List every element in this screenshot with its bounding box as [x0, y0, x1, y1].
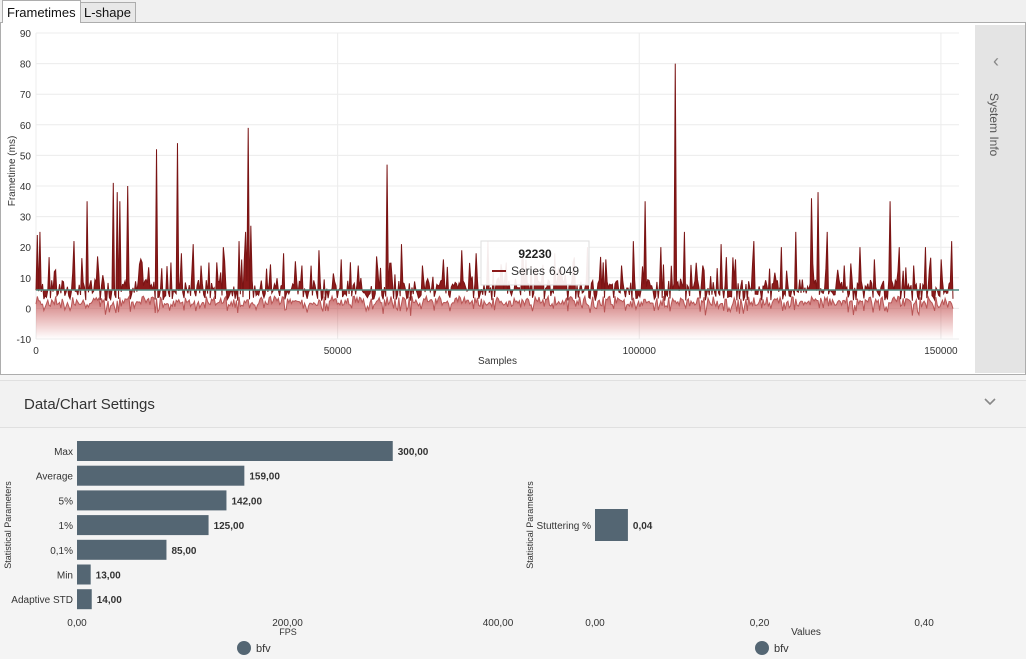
stutter-stats-bar[interactable]: [595, 509, 628, 541]
fps-stats-bar[interactable]: [77, 441, 393, 461]
fps-stats-bar[interactable]: [77, 564, 91, 585]
y-tick-label: 30: [20, 213, 32, 224]
fps-stats-category-label: 5%: [59, 496, 74, 507]
chevron-left-icon[interactable]: ‹: [993, 51, 999, 71]
y-tick-label: 70: [20, 90, 32, 101]
y-tick-label: 0: [25, 304, 31, 315]
fps-stats-category-label: Adaptive STD: [11, 595, 73, 606]
chevron-down-icon[interactable]: [983, 395, 997, 409]
y-tick-label: 90: [20, 29, 32, 40]
stutter-stats-value-label: 0,04: [633, 521, 653, 532]
stutter-stats-legend-marker[interactable]: [755, 641, 769, 655]
tab-frametimes[interactable]: Frametimes: [2, 0, 81, 23]
fps-stats-value-label: 14,00: [97, 595, 122, 606]
values-axis-label: Values: [791, 627, 821, 638]
fps-stats-bar[interactable]: [77, 465, 245, 486]
stutter-stats-category-label: Stuttering %: [537, 521, 592, 532]
tab-bar: Frametimes L-shape: [0, 0, 1026, 23]
tooltip-x-value: 92230: [518, 247, 552, 261]
fps-stats-category-label: 0,1%: [50, 546, 73, 557]
fps-stats-x-tick-label: 0,00: [67, 618, 87, 629]
settings-title: Data/Chart Settings: [24, 396, 155, 413]
statistics-area: Max 300,00 Average 159,00 5% 142,00 1% 125,00 0,…: [0, 430, 1026, 659]
x-tick-label: 50000: [324, 346, 352, 357]
frametime-low-band: [35, 294, 954, 317]
fps-stats-category-label: Max: [54, 447, 73, 458]
fps-stats-category-label: Min: [57, 571, 73, 582]
stutter-stats-x-tick-label: 0,20: [750, 618, 770, 629]
frametime-chart-panel: -10 0 10 20 30 40 50 60 70 80 90 0 50000 100000 150000…: [0, 22, 1026, 375]
x-axis-label: Samples: [478, 356, 517, 367]
y-tick-label: 10: [20, 274, 32, 285]
chart-tooltip: 92230 Series 6.049: [480, 240, 590, 286]
fps-stats-y-axis-label: Statistical Parameters: [3, 481, 13, 569]
fps-stats-value-label: 13,00: [96, 571, 121, 582]
fps-axis-label: FPS: [279, 627, 297, 637]
frametime-fill-area: [36, 290, 953, 339]
fps-stats-category-label: Average: [36, 472, 74, 483]
frametime-series-area: [36, 63, 953, 301]
x-tick-label: 150000: [924, 346, 958, 357]
y-tick-label: -10: [17, 335, 32, 346]
x-tick-label: 100000: [623, 346, 657, 357]
tooltip-series-value: 6.049: [549, 264, 579, 278]
fps-stats-bar[interactable]: [77, 515, 209, 536]
y-axis-label: Frametime (ms): [7, 136, 18, 207]
stutter-stats-x-tick-label: 0,40: [914, 618, 934, 629]
statistics-charts: Max 300,00 Average 159,00 5% 142,00 1% 125,00 0,…: [3, 441, 934, 655]
fps-stats-value-label: 85,00: [171, 546, 196, 557]
fps-stats-x-tick-label: 400,00: [483, 618, 514, 629]
fps-stats-value-label: 159,00: [249, 472, 280, 483]
fps-stats-category-label: 1%: [59, 521, 74, 532]
stutter-stats-y-axis-label: Statistical Parameters: [525, 481, 535, 569]
fps-stats-x-tick-label: 200,00: [272, 618, 303, 629]
fps-stats-legend-label[interactable]: bfv: [256, 643, 271, 655]
system-info-label: System Info: [987, 93, 1001, 157]
stutter-stats-x-tick-label: 0,00: [585, 618, 605, 629]
stutter-stats-legend-label[interactable]: bfv: [774, 643, 789, 655]
tab-l-shape[interactable]: L-shape: [79, 2, 136, 22]
fps-stats-value-label: 300,00: [398, 447, 429, 458]
y-tick-label: 40: [20, 182, 32, 193]
y-tick-label: 60: [20, 121, 32, 132]
fps-stats-legend-marker[interactable]: [237, 641, 251, 655]
fps-stats-value-label: 125,00: [214, 521, 245, 532]
fps-stats-value-label: 142,00: [231, 496, 262, 507]
data-chart-settings-header[interactable]: Data/Chart Settings: [0, 380, 1026, 428]
y-tick-label: 80: [20, 60, 32, 71]
tooltip-series-name: Series: [511, 264, 545, 278]
fps-stats-bar[interactable]: [77, 539, 167, 560]
frametime-series-line: [35, 63, 954, 302]
y-tick-label: 50: [20, 151, 32, 162]
fps-stats-bar[interactable]: [77, 490, 227, 511]
fps-stats-bar[interactable]: [77, 589, 92, 610]
x-tick-label: 0: [33, 346, 39, 357]
system-info-panel[interactable]: ‹ System Info: [975, 25, 1025, 373]
y-tick-label: 20: [20, 243, 32, 254]
